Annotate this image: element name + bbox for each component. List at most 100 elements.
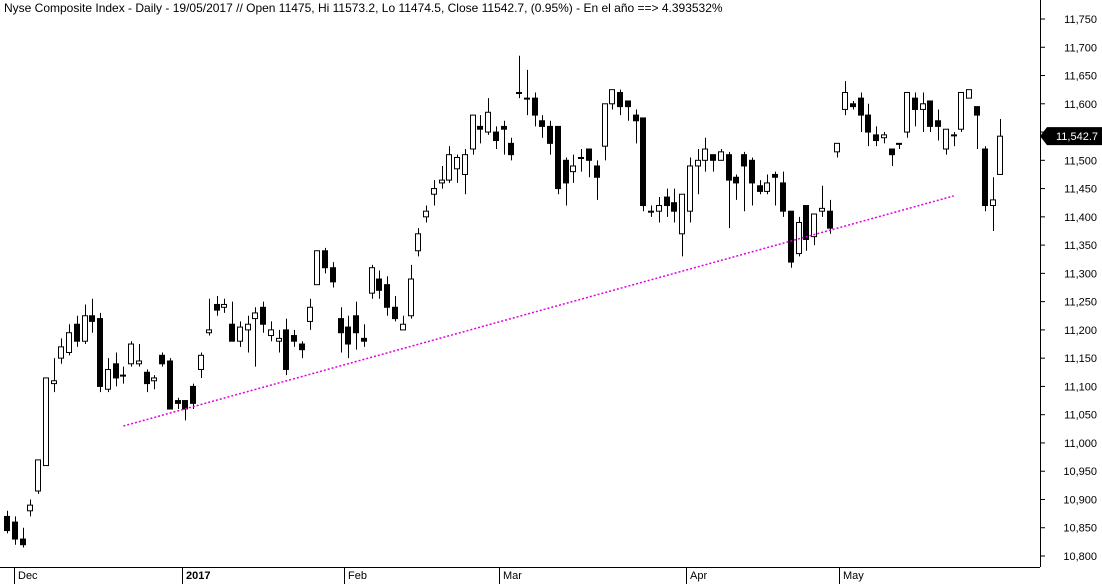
- candle-up: [811, 213, 817, 238]
- candle-down: [392, 306, 398, 320]
- candle-up: [423, 210, 429, 218]
- candle-down: [159, 354, 165, 365]
- candle-up: [578, 156, 584, 159]
- candle-down: [74, 323, 80, 342]
- candle-up: [237, 326, 243, 342]
- candle-up: [415, 233, 421, 252]
- candle-down: [97, 318, 103, 387]
- candle-down: [361, 337, 367, 342]
- candle-down: [144, 371, 150, 385]
- candle-up: [120, 374, 126, 377]
- candle-down: [167, 360, 173, 410]
- candle-up: [314, 250, 320, 286]
- candle-down: [532, 97, 538, 116]
- y-tick-label: 10,850: [1063, 523, 1097, 535]
- candle-up: [276, 337, 282, 342]
- candle-up: [136, 360, 142, 365]
- candle-up: [128, 343, 134, 365]
- y-tick-label: 11,350: [1064, 240, 1097, 252]
- candle-up: [679, 193, 685, 235]
- y-tick-label: 10,800: [1063, 551, 1097, 563]
- trendline: [123, 195, 954, 427]
- candle-up: [462, 154, 468, 175]
- x-tick-label: Apr: [690, 570, 707, 582]
- candle-down: [175, 400, 181, 404]
- y-tick-label: 11,300: [1064, 268, 1097, 280]
- last-price-marker: [1040, 127, 1102, 146]
- candle-down: [594, 165, 600, 178]
- candle-up: [997, 135, 1003, 175]
- y-tick-label: 11,600: [1064, 99, 1097, 111]
- candle-down: [726, 154, 732, 181]
- candle-down: [501, 125, 507, 130]
- candle-down: [749, 159, 755, 184]
- candle-up: [990, 199, 996, 207]
- candle-down: [927, 100, 933, 127]
- y-tick-label: 11,700: [1064, 42, 1097, 54]
- candle-up: [151, 377, 157, 382]
- candle-down: [633, 114, 639, 122]
- candle-up: [439, 179, 445, 184]
- candle-up: [105, 368, 111, 390]
- candle-up: [66, 332, 72, 354]
- candle-down: [664, 196, 670, 207]
- candle-down: [640, 117, 646, 207]
- candle-up: [920, 103, 926, 110]
- y-tick-label: 11,250: [1064, 297, 1097, 309]
- candle-up: [702, 148, 708, 161]
- candle-down: [772, 173, 778, 178]
- candle-down: [858, 97, 864, 116]
- candle-down: [4, 515, 10, 532]
- y-tick-label: 10,950: [1063, 466, 1097, 478]
- y-tick-label: 11,750: [1064, 14, 1097, 26]
- candle-down: [190, 385, 196, 404]
- candle-up: [524, 97, 530, 100]
- candle-down: [827, 210, 833, 229]
- candle-up: [609, 89, 615, 105]
- y-tick-label: 11,650: [1064, 71, 1097, 83]
- candle-up: [35, 459, 41, 492]
- candle-down: [912, 97, 918, 110]
- candle-down: [20, 538, 26, 546]
- candle-down: [260, 306, 266, 325]
- candle-down: [982, 148, 988, 207]
- candle-up: [648, 210, 654, 213]
- candle-down: [182, 400, 188, 410]
- candle-down: [547, 125, 553, 144]
- candle-up: [307, 306, 313, 322]
- x-tick-label: May: [843, 570, 864, 582]
- candle-up: [842, 91, 848, 110]
- candle-up: [268, 329, 274, 337]
- candle-up: [82, 315, 88, 342]
- candle-up: [27, 504, 33, 512]
- candle-up: [656, 205, 662, 212]
- candle-up: [516, 91, 522, 94]
- y-tick-label: 11,000: [1064, 438, 1097, 450]
- candle-down: [345, 326, 351, 345]
- candle-down: [780, 182, 786, 212]
- candle-down: [617, 91, 623, 108]
- candle-down: [322, 250, 328, 269]
- candle-up: [764, 182, 770, 192]
- y-tick-label: 11,400: [1064, 212, 1097, 224]
- candle-down: [283, 329, 289, 370]
- candle-up: [470, 114, 476, 150]
- candle-up: [819, 207, 825, 212]
- candle-down: [563, 159, 569, 184]
- candle-down: [803, 205, 809, 240]
- candle-up: [943, 128, 949, 150]
- candle-up: [687, 165, 693, 212]
- candle-down: [508, 142, 514, 156]
- candle-down: [873, 134, 879, 142]
- candle-up: [400, 323, 406, 331]
- y-tick-label: 11,500: [1064, 155, 1097, 167]
- candle-up: [408, 278, 414, 317]
- candle-down: [788, 210, 794, 263]
- candle-up: [51, 380, 57, 385]
- candle-up: [454, 156, 460, 170]
- candle-up: [958, 91, 964, 130]
- candle-down: [89, 315, 95, 322]
- candle-down: [384, 284, 390, 308]
- candle-up: [951, 134, 957, 137]
